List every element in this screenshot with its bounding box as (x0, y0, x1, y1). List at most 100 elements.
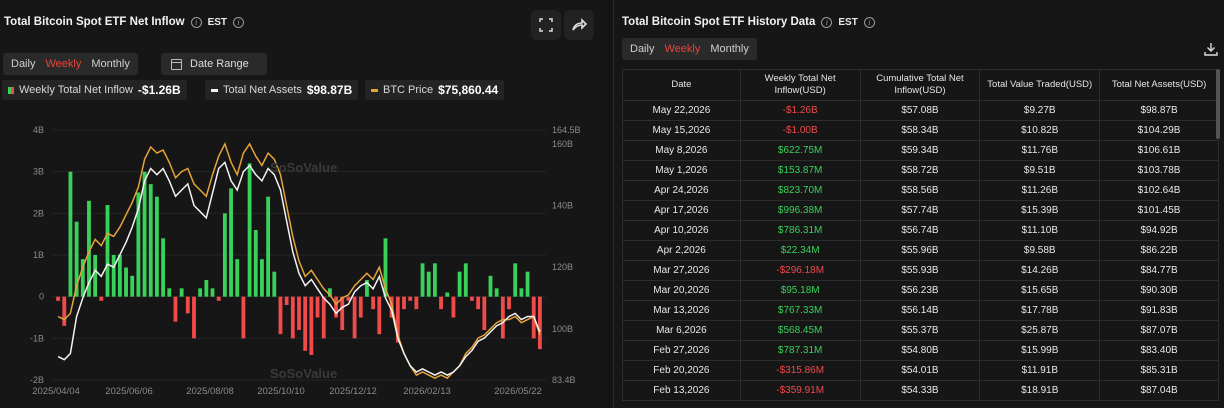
tab-monthly[interactable]: Monthly (710, 43, 749, 55)
tab-monthly[interactable]: Monthly (91, 58, 130, 70)
cell-date: Mar 13,2026 (622, 300, 741, 321)
cell-cumulative-inflow: $54.01B (859, 360, 981, 381)
legend-inflow[interactable]: Weekly Total Net Inflow -$1.26B (2, 80, 187, 100)
cell-cumulative-inflow: $54.33B (859, 380, 981, 401)
inflow-bar (185, 296, 190, 314)
right-axis-tick-label: 83.4B (552, 375, 576, 385)
col-cumulative-inflow[interactable]: Cumulative Total Net Inflow(USD) (859, 69, 981, 101)
cell-net-assets: $87.07B (1099, 320, 1219, 341)
legend-price[interactable]: BTC Price $75,860.44 (365, 80, 505, 100)
info-icon[interactable]: i (190, 16, 202, 28)
inflow-bar (130, 275, 135, 297)
table-row: Feb 13,2026 -$359.91M $54.33B $18.91B $87.04… (622, 380, 1219, 401)
cell-cumulative-inflow: $58.56B (859, 180, 981, 201)
inflow-bar (537, 296, 542, 350)
right-period-tabs: Daily Weekly Monthly (622, 38, 757, 60)
inflow-bar (426, 271, 431, 297)
net-inflow-chart[interactable]: 4B 3B 2B 1B 0 -1B -2B 164.5B 160B 140B 120B 100B 83.… (0, 110, 608, 408)
inflow-bar (439, 296, 443, 310)
x-axis-tick-label: 2025/06/06 (105, 386, 153, 397)
history-data-panel: Total Bitcoin Spot ETF History Data i ES… (613, 0, 1224, 408)
inflow-bar (167, 288, 172, 297)
x-axis-tick-label: 2025/10/10 (257, 386, 305, 397)
inflow-bar (62, 296, 67, 326)
inflow-bar (519, 288, 524, 297)
inflow-bar (290, 296, 295, 339)
col-weekly-inflow[interactable]: Weekly Total Net Inflow(USD) (739, 69, 861, 101)
cell-date: Apr 24,2026 (622, 180, 741, 201)
cell-value-traded: $9.51B (979, 160, 1101, 181)
cell-value-traded: $15.39B (979, 200, 1101, 221)
inflow-bar (216, 296, 221, 301)
cell-value-traded: $11.91B (979, 360, 1101, 381)
table-row: May 15,2026 -$1.00B $58.34B $10.82B $104.29B (622, 120, 1219, 141)
cell-value-traded: $17.78B (979, 300, 1101, 321)
cell-net-assets: $98.87B (1099, 100, 1219, 121)
table-scrollbar[interactable] (1216, 69, 1220, 139)
table-row: Feb 27,2026 $787.31M $54.80B $15.99B $83.40B (622, 340, 1219, 361)
cell-net-assets: $90.30B (1099, 280, 1219, 301)
cell-weekly-inflow: -$315.86M (739, 360, 861, 381)
timezone-info-icon[interactable]: i (233, 16, 245, 28)
left-panel-title: Total Bitcoin Spot ETF Net Inflow (4, 16, 185, 28)
x-axis-tick-label: 2026/05/22 (494, 386, 542, 397)
inflow-bar (445, 292, 450, 297)
calendar-icon (171, 58, 182, 70)
inflow-bar (284, 296, 289, 305)
cell-net-assets: $83.40B (1099, 340, 1219, 361)
cell-value-traded: $9.58B (979, 240, 1101, 261)
legend-price-label: BTC Price (383, 84, 434, 96)
inflow-bar (451, 296, 456, 318)
inflow-bar (56, 296, 61, 301)
col-net-assets[interactable]: Total Net Assets(USD) (1099, 69, 1219, 101)
inflow-bar (383, 238, 388, 297)
inflow-bar (148, 184, 153, 297)
left-axis-tick-label: 3B (33, 167, 44, 177)
col-value-traded[interactable]: Total Value Traded(USD) (979, 69, 1101, 101)
cell-weekly-inflow: -$1.26B (739, 100, 861, 121)
cell-cumulative-inflow: $59.34B (859, 140, 981, 161)
share-icon[interactable] (564, 10, 594, 40)
inflow-bar (432, 263, 437, 297)
cell-value-traded: $11.76B (979, 140, 1101, 161)
tab-daily[interactable]: Daily (630, 43, 655, 55)
table-row: Mar 13,2026 $767.33M $56.14B $17.78B $91.83B (622, 300, 1219, 321)
inflow-bar (253, 230, 258, 297)
inflow-bar (470, 296, 474, 301)
expand-icon[interactable] (531, 10, 561, 40)
inflow-bar (457, 271, 462, 297)
cell-date: Feb 20,2026 (622, 360, 741, 381)
cell-cumulative-inflow: $55.93B (859, 260, 981, 281)
inflow-bar (260, 259, 264, 297)
cell-date: May 8,2026 (622, 140, 741, 161)
left-axis-tick-label: 1B (33, 250, 44, 260)
inflow-bar (414, 296, 419, 310)
col-date[interactable]: Date (622, 69, 741, 101)
tab-weekly[interactable]: Weekly (664, 43, 701, 55)
inflow-bar (371, 296, 376, 310)
inflow-bar (315, 296, 320, 318)
inflow-bar (420, 263, 425, 297)
info-icon[interactable]: i (821, 16, 833, 28)
left-timezone: EST (207, 16, 228, 28)
download-icon[interactable] (1204, 42, 1218, 56)
inflow-bar (198, 288, 203, 297)
inflow-bar (525, 271, 530, 297)
legend-assets[interactable]: Total Net Assets $98.87B (205, 80, 359, 100)
btc-price-line (57, 141, 541, 380)
cell-value-traded: $15.99B (979, 340, 1101, 361)
legend-inflow-label: Weekly Total Net Inflow (19, 84, 133, 96)
table-row: Feb 20,2026 -$315.86M $54.01B $11.91B $85.31… (622, 360, 1219, 381)
tab-daily[interactable]: Daily (11, 58, 36, 70)
date-range-button[interactable]: Date Range (161, 53, 267, 75)
cell-net-assets: $103.78B (1099, 160, 1219, 181)
inflow-bar (402, 296, 406, 310)
timezone-info-icon[interactable]: i (863, 16, 875, 28)
tab-weekly[interactable]: Weekly (45, 58, 82, 70)
inflow-bar (500, 296, 505, 339)
cell-value-traded: $18.91B (979, 380, 1101, 401)
cell-weekly-inflow: $786.31M (739, 220, 861, 241)
cell-net-assets: $84.77B (1099, 260, 1219, 281)
history-table: Date Weekly Total Net Inflow(USD) Cumula… (622, 69, 1219, 401)
inflow-bar (155, 196, 159, 297)
